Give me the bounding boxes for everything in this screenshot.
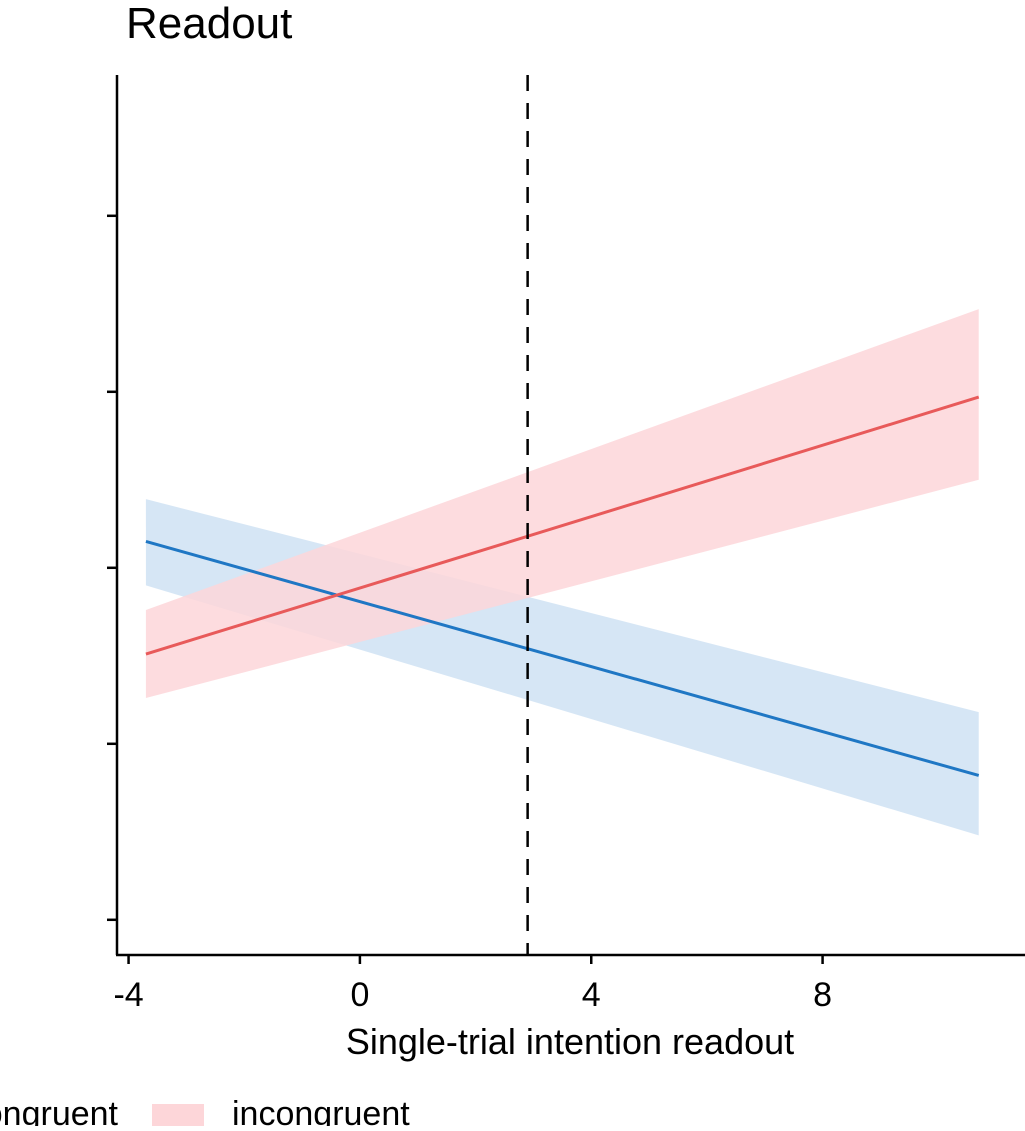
y-ticks [107,214,117,922]
incongruent-series-line [145,395,980,656]
confidence-bands [145,309,979,836]
congruent-series-line [145,539,980,777]
axes [115,75,1025,957]
x-tick-label: 4 [582,976,601,1014]
legend: congruent incongruent [0,1095,410,1131]
chart-title: Readout [126,0,292,48]
incongruent-legend-label: incongruent [232,1095,410,1126]
x-ticks: -4 0 4 8 [113,955,832,1014]
series-lines [145,395,980,777]
x-axis-label: Single-trial intention readout [346,1021,794,1062]
incongruent-legend-swatch [152,1104,204,1131]
x-tick-label: -4 [113,976,143,1014]
congruent-legend-label: congruent [0,1095,119,1126]
x-tick-label: 0 [350,976,369,1014]
x-tick-label: 8 [813,976,832,1014]
